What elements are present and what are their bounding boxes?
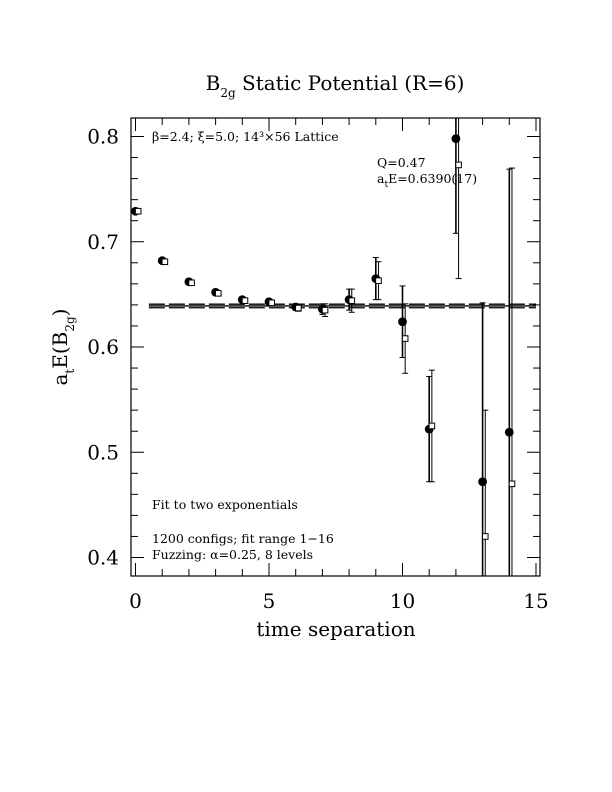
data-point-open bbox=[428, 422, 436, 430]
fit-energy-a: a bbox=[377, 171, 385, 186]
x-axis-label: time separation bbox=[256, 617, 415, 641]
data-point-filled bbox=[504, 427, 514, 437]
data-point-open bbox=[161, 258, 169, 266]
fit-energy-t: t bbox=[384, 180, 388, 190]
y-axis-label-close: ) bbox=[48, 308, 72, 316]
data-point-open bbox=[134, 207, 142, 215]
method-annotation: Fit to two exponentials bbox=[152, 497, 298, 512]
x-tick-label: 15 bbox=[523, 589, 548, 613]
y-tick-label: 0.6 bbox=[87, 335, 119, 359]
chart-title-subscript: 2g bbox=[220, 86, 236, 100]
y-tick-label: 0.4 bbox=[87, 546, 119, 570]
fuzzing-annotation: Fuzzing: α=0.25, 8 levels bbox=[152, 547, 313, 562]
x-tick-label: 5 bbox=[263, 589, 276, 613]
fit-energy-value: E=0.6390(17) bbox=[388, 171, 477, 186]
data-point-open bbox=[348, 297, 356, 304]
error-bars bbox=[292, 118, 515, 576]
data-point-filled bbox=[478, 477, 487, 487]
data-point-open bbox=[295, 304, 302, 312]
configs-annotation: 1200 configs; fit range 1−16 bbox=[152, 531, 334, 546]
data-point-open bbox=[268, 299, 275, 307]
y-axis-label-sub: 2g bbox=[63, 316, 77, 332]
fit-band bbox=[148, 303, 536, 309]
data-point-open bbox=[375, 277, 382, 284]
y-tick-label: 0.7 bbox=[87, 230, 119, 254]
lattice-annotation: β=2.4; ξ=5.0; 14³×56 Lattice bbox=[152, 129, 339, 144]
y-axis-label: atE(B2g) bbox=[48, 308, 77, 385]
data-point-filled bbox=[398, 317, 407, 327]
x-tick-label: 0 bbox=[129, 589, 142, 613]
data-point-open bbox=[455, 161, 462, 169]
data-point-open bbox=[508, 480, 516, 488]
data-point-open bbox=[214, 290, 222, 297]
data-point-filled bbox=[451, 134, 461, 144]
chart-title: B2g Static Potential (R=6) bbox=[206, 71, 465, 100]
data-point-open bbox=[321, 306, 329, 314]
x-tick-label: 10 bbox=[390, 589, 415, 613]
axis-tick-labels: 0 5 10 15 0.4 0.5 0.6 0.7 0.8 bbox=[87, 125, 549, 614]
y-axis-label-t: t bbox=[63, 369, 77, 374]
data-markers bbox=[131, 134, 516, 540]
y-tick-label: 0.5 bbox=[87, 440, 119, 464]
axis-ticks bbox=[131, 118, 540, 576]
data-point-open bbox=[241, 297, 249, 304]
y-axis-label-e: E(B bbox=[48, 332, 72, 369]
data-point-open bbox=[481, 533, 489, 540]
data-point-open bbox=[188, 279, 195, 287]
q-annotation: Q=0.47 bbox=[377, 155, 426, 170]
y-axis-label-a: a bbox=[48, 374, 72, 386]
data-point-open bbox=[401, 335, 409, 342]
fit-energy-annotation: atE=0.6390(17) bbox=[377, 171, 477, 190]
chart-title-rest: Static Potential (R=6) bbox=[236, 71, 465, 95]
chart-title-main: B bbox=[206, 71, 221, 95]
y-tick-label: 0.8 bbox=[87, 125, 119, 149]
